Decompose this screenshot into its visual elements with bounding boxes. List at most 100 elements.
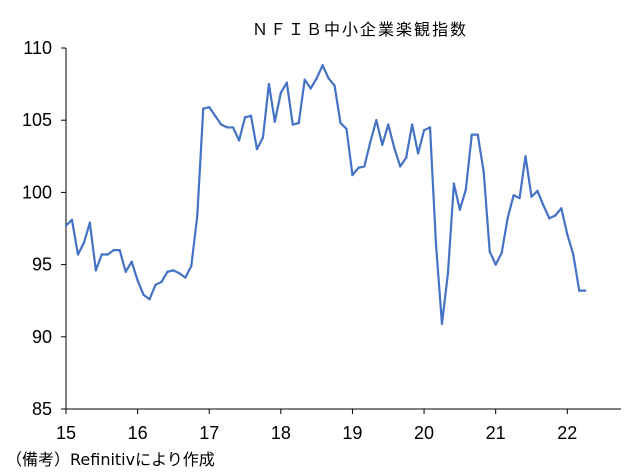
data-point [76,253,80,256]
data-point [422,129,426,132]
x-tick-label: 16 [128,423,148,443]
data-point [464,188,468,191]
data-point [381,143,384,146]
data-point [231,126,235,129]
data-point [369,140,372,144]
data-point [166,270,169,274]
data-point [494,263,497,266]
data-point [261,136,265,139]
footnote: （備考）Refinitivにより作成 [6,450,215,469]
data-point [88,221,92,224]
data-point [267,82,271,86]
data-point [148,298,151,301]
data-point [130,260,133,263]
data-point [393,146,396,149]
data-point [351,173,354,177]
data-point [82,241,86,245]
data-point [273,120,277,123]
data-point [440,322,444,325]
data-point [404,156,408,159]
data-point [333,84,336,87]
data-point [428,126,432,129]
data-point [172,269,175,272]
data-point [70,218,74,222]
y-tick-label: 105 [22,110,52,130]
data-point [339,121,342,125]
data-point [112,248,115,252]
data-point [518,196,521,200]
data-point [219,123,223,126]
data-point [237,139,241,142]
data-point [398,165,402,168]
data-point [500,251,503,255]
data-point [202,107,205,110]
x-tick-label: 19 [342,423,362,443]
data-point [279,91,283,94]
data-point [136,279,139,282]
data-point [506,217,509,220]
data-point [357,166,360,170]
data-point [208,106,211,109]
data-point [255,147,259,151]
data-point [530,195,533,198]
data-point [488,250,491,253]
data-point [142,293,145,297]
data-point [566,233,569,236]
x-tick-label: 20 [414,423,434,443]
data-point [476,133,479,136]
data-point [106,253,109,256]
data-point [160,280,163,284]
data-point [524,155,527,158]
data-point [291,123,294,126]
data-point [285,81,289,84]
data-point [303,78,306,81]
data-point [548,217,551,220]
data-point [118,248,121,252]
y-tick-label: 95 [32,255,52,275]
data-point [482,170,485,174]
data-point [512,194,515,197]
data-point [375,119,378,122]
data-point [416,152,420,155]
chart-axes [65,48,621,410]
data-point [578,289,581,292]
data-point [100,253,104,256]
data-point [572,253,575,256]
y-tick-label: 90 [32,327,52,347]
data-point [309,87,312,90]
data-point [94,269,98,272]
x-tick-label: 22 [557,423,577,443]
series-points [64,64,587,325]
data-point [249,114,253,118]
data-point [64,224,68,227]
x-tick-label: 17 [199,423,219,443]
data-point [560,207,563,210]
y-tick-label: 85 [32,399,52,419]
data-point [327,77,330,80]
data-point [154,283,157,287]
x-tick-label: 21 [486,423,506,443]
data-point [315,77,318,80]
data-point [184,276,187,279]
x-tick-label: 15 [56,423,76,443]
data-point [452,182,456,185]
data-point [387,123,390,126]
data-point [190,264,193,268]
data-point [410,123,414,126]
data-point [434,243,438,246]
chart-title: ＮＦＩＢ中小企業楽観指数 [252,20,468,39]
data-point [124,270,127,274]
data-point [536,189,539,193]
data-point [225,126,229,129]
y-tick-label: 110 [23,38,52,58]
y-tick-label: 100 [22,182,52,202]
x-tick-label: 18 [271,423,291,443]
series-line [65,64,586,325]
y-axis-ticks: 85 90 95 100 105 110 [22,38,66,419]
data-point [178,272,181,275]
data-point [554,214,557,217]
data-point [213,114,217,118]
data-point [458,208,462,211]
data-point [446,272,450,275]
